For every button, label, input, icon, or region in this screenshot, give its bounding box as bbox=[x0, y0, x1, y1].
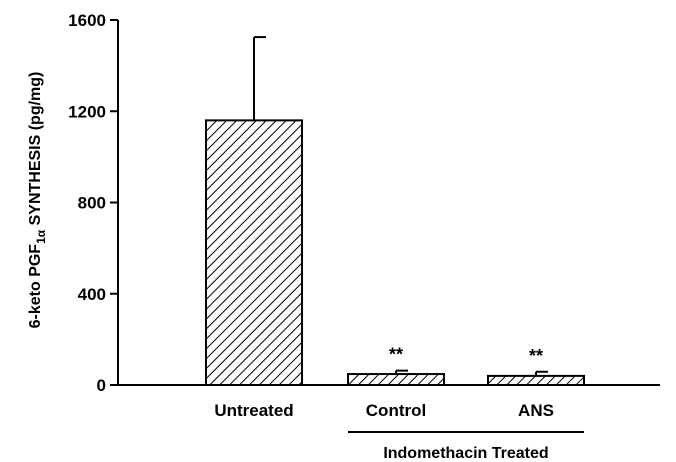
y-axis-title: 6-keto PGF1α SYNTHESIS (pg/mg) bbox=[27, 72, 48, 329]
y-tick-label: 400 bbox=[78, 285, 106, 304]
category-label: Control bbox=[366, 401, 426, 420]
group-label: Indomethacin Treated bbox=[383, 445, 548, 462]
significance-marker: ** bbox=[529, 346, 543, 366]
y-axis-title-suffix: SYNTHESIS (pg/mg) bbox=[27, 72, 44, 230]
y-tick-label: 800 bbox=[78, 194, 106, 213]
bar bbox=[487, 374, 585, 386]
y-tick-label: 0 bbox=[97, 376, 106, 395]
significance-marker: ** bbox=[389, 345, 403, 365]
category-label: ANS bbox=[518, 401, 554, 420]
y-tick-label: 1600 bbox=[68, 11, 106, 30]
y-axis-title-prefix: 6-keto PGF bbox=[27, 244, 44, 329]
y-axis-title-subscript: 1α bbox=[34, 229, 48, 244]
bar bbox=[347, 373, 445, 386]
bar bbox=[205, 119, 303, 386]
category-label: Untreated bbox=[214, 401, 293, 420]
y-tick-label: 1200 bbox=[68, 102, 106, 121]
